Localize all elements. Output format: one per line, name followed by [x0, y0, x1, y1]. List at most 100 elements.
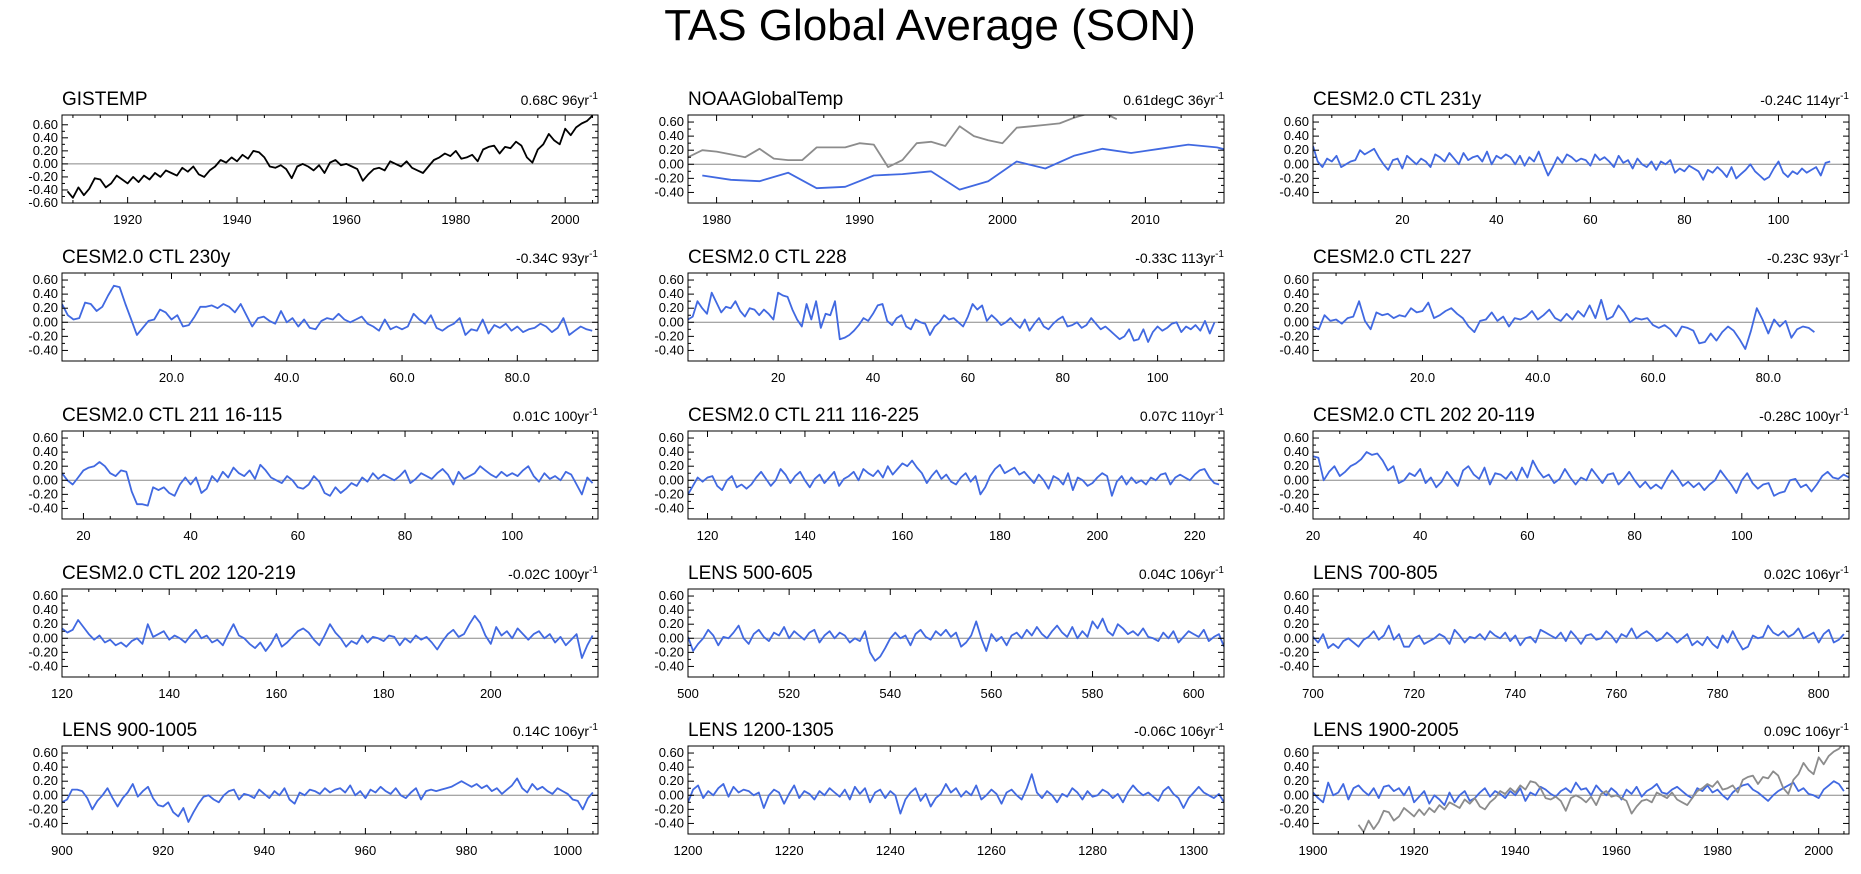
y-tick-label: 0.00 — [33, 314, 58, 329]
x-tick-label: 20.0 — [159, 370, 184, 385]
panel: LENS 1900-2005 0.09C 106yr-1-0.40-0.200.0… — [1279, 720, 1850, 858]
y-tick-label: -0.40 — [654, 658, 684, 673]
panel: CESM2.0 CTL 211 16-115 0.01C 100yr-1 -0.40… — [28, 405, 599, 543]
y-tick-label: 0.40 — [33, 286, 58, 301]
x-tick-label: 2000 — [1804, 843, 1833, 858]
x-tick-label: 1980 — [1703, 843, 1732, 858]
x-tick-label: 520 — [778, 686, 800, 701]
y-tick-label: -0.40 — [654, 184, 684, 199]
panel: CESM2.0 CTL 230y -0.34C 93yr-1-0.40-0.200… — [28, 247, 599, 385]
panel: LENS 700-805 0.02C 106yr-1-0.40-0.200.000… — [1279, 563, 1850, 701]
x-tick-label: 1220 — [775, 843, 804, 858]
x-tick-label: 80 — [1677, 212, 1691, 227]
series-line — [62, 614, 594, 659]
y-tick-label: 0.60 — [33, 272, 58, 287]
x-tick-label: 80.0 — [1756, 370, 1781, 385]
y-tick-label: -0.40 — [654, 815, 684, 830]
x-tick-label: 2010 — [1131, 212, 1160, 227]
x-tick-label: 200 — [1086, 528, 1108, 543]
y-tick-label: -0.20 — [1279, 170, 1309, 185]
panel-trend-value: -0.24C 114yr — [1760, 92, 1840, 108]
y-tick-label: -0.40 — [28, 182, 58, 197]
series-line — [688, 459, 1220, 497]
panel-trend-unit: -1 — [1840, 91, 1849, 102]
y-tick-label: 0.20 — [1284, 300, 1309, 315]
y-tick-label: 0.60 — [659, 588, 684, 603]
plot-frame — [61, 272, 599, 362]
x-tick-label: 1980 — [441, 212, 470, 227]
panel-trend-value: 0.07C 110yr — [1140, 408, 1216, 424]
x-tick-label: 100 — [1731, 528, 1753, 543]
x-tick-label: 780 — [1707, 686, 1729, 701]
panel-trend-value: 0.14C 106yr — [513, 723, 590, 739]
y-tick-label: 0.00 — [1284, 156, 1309, 171]
panel-title: LENS 1900-2005 — [1313, 720, 1459, 741]
panel-title: LENS 1200-1305 — [688, 720, 834, 741]
panel-trend-value: -0.34C 93yr — [516, 250, 589, 266]
x-tick-label: 700 — [1302, 686, 1324, 701]
x-tick-label: 960 — [355, 843, 377, 858]
y-tick-label: -0.20 — [654, 486, 684, 501]
panel-trend-unit: -1 — [1215, 249, 1224, 260]
series-line — [62, 284, 593, 336]
panel-title: CESM2.0 CTL 202 120-219 — [62, 563, 296, 584]
panel-title: CESM2.0 CTL 228 — [688, 247, 847, 268]
y-tick-label: -0.20 — [654, 170, 684, 185]
series-line — [62, 461, 594, 507]
y-tick-label: 0.60 — [1284, 114, 1309, 129]
panel-trend: 0.68C 96yr-1 — [521, 91, 599, 108]
panel-trend: -0.33C 113yr-1 — [1135, 249, 1224, 266]
plot-frame — [61, 430, 599, 520]
x-tick-label: 40.0 — [1525, 370, 1550, 385]
x-tick-label: 40 — [183, 528, 197, 543]
series-line — [62, 777, 594, 823]
panel-title: CESM2.0 CTL 211 116-225 — [688, 405, 919, 426]
panel-trend-value: 0.04C 106yr — [1139, 566, 1216, 582]
y-tick-label: -0.40 — [654, 342, 684, 357]
y-tick-label: 0.60 — [33, 430, 58, 445]
y-tick-label: -0.40 — [28, 815, 58, 830]
y-tick-label: 0.40 — [1284, 444, 1309, 459]
y-tick-label: 0.60 — [1284, 430, 1309, 445]
x-tick-label: 20 — [1306, 528, 1320, 543]
panel-trend-value: 0.68C 96yr — [521, 92, 590, 108]
panel-trend: 0.61degC 36yr-1 — [1123, 91, 1224, 108]
x-tick-label: 40 — [866, 370, 880, 385]
y-tick-label: 0.20 — [1284, 142, 1309, 157]
panel: CESM2.0 CTL 231y -0.24C 114yr-1 -0.40-0.20… — [1279, 89, 1850, 227]
series-line — [1313, 451, 1849, 497]
plot-frame — [61, 745, 599, 835]
x-tick-label: 1940 — [223, 212, 252, 227]
panel: CESM2.0 CTL 202 120-219 -0.02C 100yr-1-0.… — [28, 563, 599, 701]
y-tick-label: 0.60 — [659, 272, 684, 287]
x-tick-label: 1260 — [977, 843, 1006, 858]
x-tick-label: 220 — [1184, 528, 1206, 543]
y-tick-label: -0.60 — [28, 195, 58, 210]
x-tick-label: 60 — [961, 370, 975, 385]
panel-trend-unit: -1 — [1215, 722, 1224, 733]
x-tick-label: 80 — [1055, 370, 1069, 385]
y-tick-label: 0.20 — [33, 143, 58, 158]
x-tick-label: 60.0 — [1640, 370, 1665, 385]
panel-trend-unit: -1 — [1215, 565, 1224, 576]
y-tick-label: 0.60 — [33, 588, 58, 603]
x-tick-label: 560 — [981, 686, 1003, 701]
figure-title: TAS Global Average (SON) — [664, 1, 1195, 50]
plot-frame — [687, 114, 1225, 204]
plot-frame — [1312, 588, 1850, 678]
panel-trend-unit: -1 — [1840, 407, 1849, 418]
x-tick-label: 40.0 — [274, 370, 299, 385]
panel-title: CESM2.0 CTL 231y — [1313, 89, 1482, 110]
x-tick-label: 100 — [1768, 212, 1790, 227]
y-tick-label: 0.20 — [1284, 773, 1309, 788]
panel: LENS 1200-1305 -0.06C 106yr-1-0.40-0.200.… — [654, 720, 1225, 858]
x-tick-label: 140 — [794, 528, 816, 543]
x-tick-label: 1980 — [702, 212, 731, 227]
y-tick-label: 0.60 — [1284, 272, 1309, 287]
series-line — [1313, 298, 1815, 350]
y-tick-label: 0.00 — [659, 314, 684, 329]
plot-frame — [1312, 114, 1850, 204]
x-tick-label: 580 — [1082, 686, 1104, 701]
x-tick-label: 100 — [1147, 370, 1169, 385]
